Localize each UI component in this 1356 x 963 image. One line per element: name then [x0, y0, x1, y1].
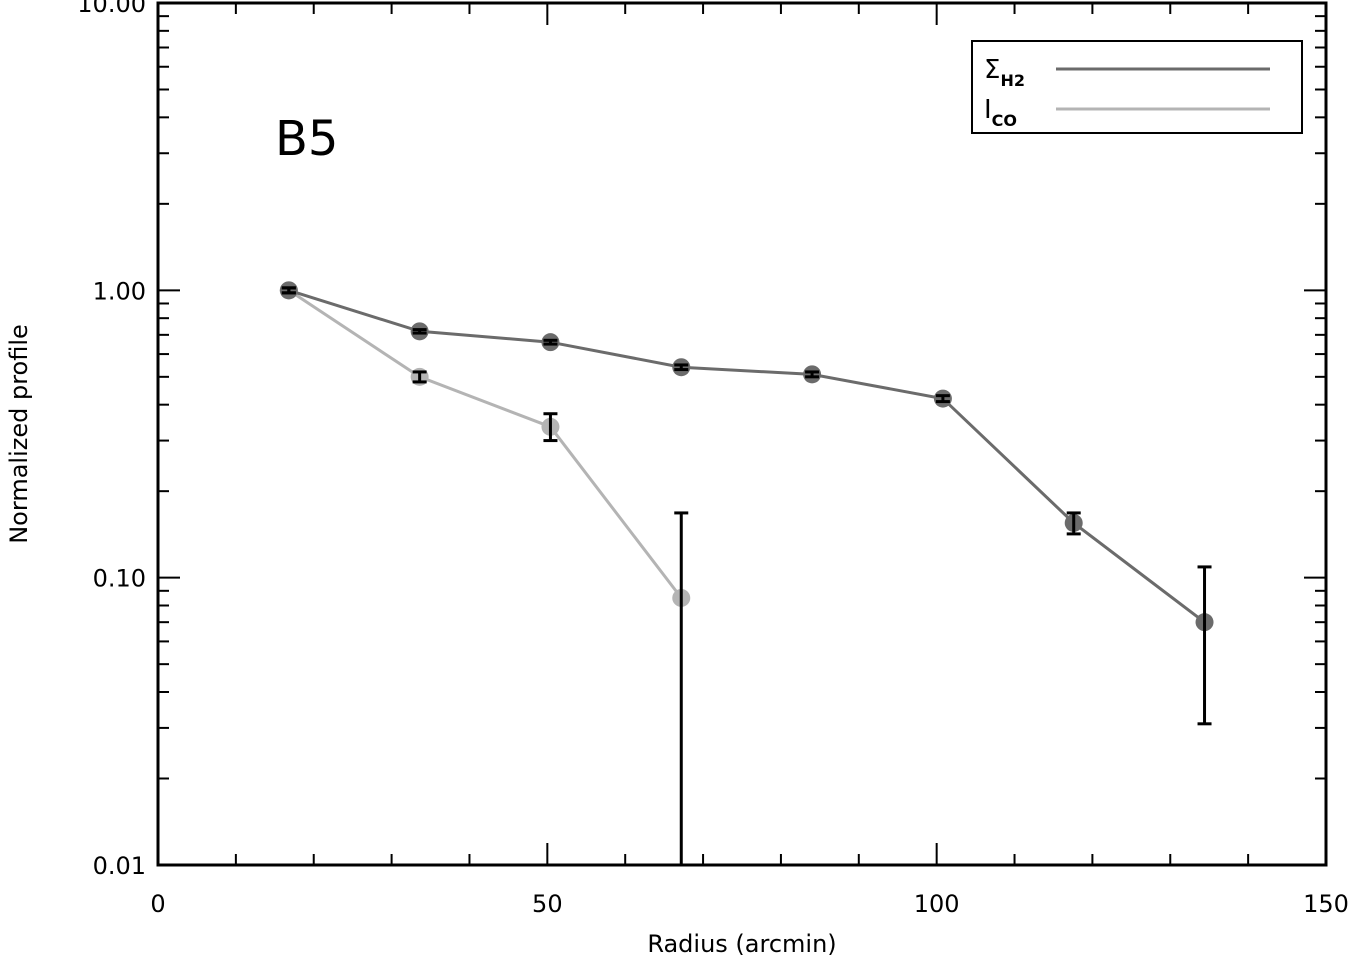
y-tick-label: 10.00	[77, 0, 146, 18]
axis-ticks	[157, 3, 1327, 866]
x-axis-title: Radius (arcmin)	[647, 930, 836, 958]
error-bars-2	[281, 286, 689, 867]
series-line	[287, 289, 683, 599]
legend-label: ICO	[984, 95, 1017, 130]
series-line	[288, 288, 1206, 624]
x-tick-label: 50	[532, 890, 563, 918]
series-layer	[279, 281, 1214, 867]
y-tick-label: 0.01	[93, 852, 146, 880]
axis-tick-labels: 0 50 100 150 0.01 0.10 1.00 10.00	[77, 0, 1349, 918]
legend-box	[971, 40, 1303, 134]
series-2	[279, 281, 691, 607]
y-tick-label: 0.10	[93, 565, 146, 593]
y-axis-title: Normalized profile	[5, 324, 33, 544]
panel-label: B5	[275, 111, 338, 167]
plot-frame	[156, 1, 1328, 867]
legend-label: ΣH2	[984, 55, 1025, 90]
x-tick-label: 0	[150, 890, 165, 918]
error-bars-1	[281, 286, 1212, 726]
y-tick-label: 1.00	[93, 277, 146, 305]
x-tick-label: 100	[914, 890, 960, 918]
legend: ΣH2 ICO	[971, 40, 1303, 134]
x-tick-label: 150	[1303, 890, 1349, 918]
